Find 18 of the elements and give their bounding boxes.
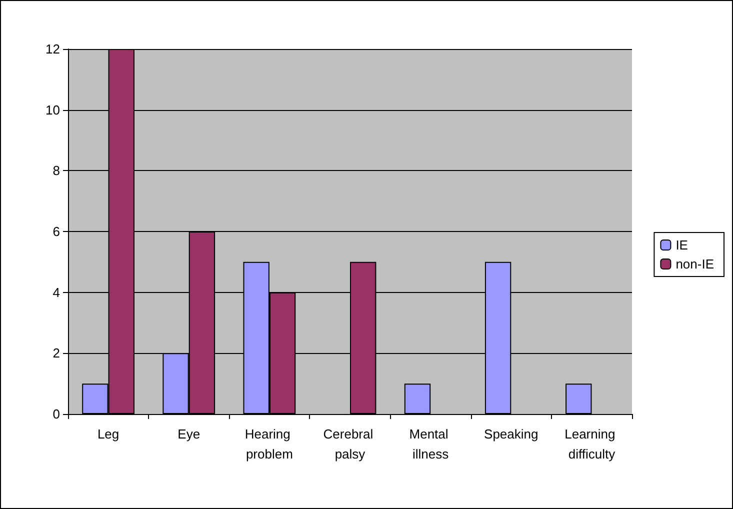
x-tick-label: Cerebral palsy — [323, 426, 377, 462]
bar — [566, 384, 592, 414]
legend-label: IE — [676, 238, 688, 252]
x-tick-label: Mental illness — [409, 426, 452, 462]
bar — [404, 384, 431, 414]
y-tick-label: 12 — [46, 42, 60, 56]
y-tick-label: 8 — [52, 163, 60, 178]
y-tick-label: 2 — [52, 346, 60, 361]
x-tick-label: Hearing problem — [244, 426, 294, 462]
x-tick-label: Learning difficulty — [564, 426, 619, 462]
x-tick-label: Leg — [97, 426, 120, 442]
y-tick-label: 6 — [52, 224, 60, 239]
y-tick-label: 4 — [52, 284, 60, 300]
x-tick-label: Eye — [178, 426, 200, 442]
y-tick-label: 10 — [46, 102, 60, 118]
x-tick-label: Speaking — [484, 426, 538, 442]
y-tick-label: 0 — [52, 406, 60, 422]
legend-label: non-IE — [676, 256, 714, 272]
